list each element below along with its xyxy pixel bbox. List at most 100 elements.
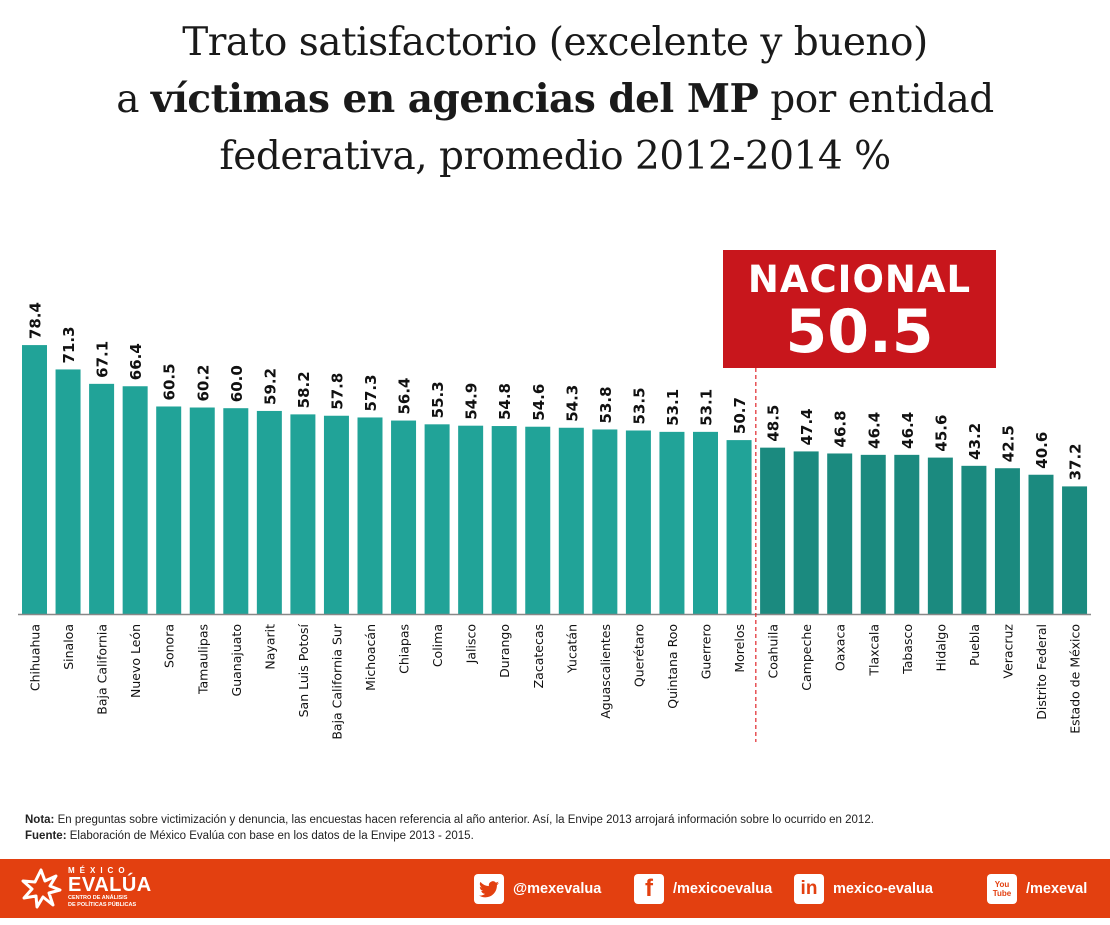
bar-chart: 78.4 Chihuahua 71.3 Sinaloa 67.1 Baja Califor… [18,302,1091,742]
nacional-value: 50.5 [785,297,934,367]
category-label: Zacatecas [531,624,546,688]
title-line-2: a víctimas en agencias del MP por entida… [0,71,1110,128]
bar-tabasco [894,454,920,614]
value-label: 53.1 [664,389,682,426]
title-line-3: federativa, promedio 2012-2014 % [219,134,891,179]
linkedin-icon: in [794,874,824,904]
value-label: 71.3 [60,326,78,363]
value-label: 54.8 [496,383,514,420]
category-label: Nuevo León [128,624,143,698]
value-label: 46.4 [865,412,883,449]
value-label: 54.3 [563,385,581,422]
linkedin-handle: mexico-evalua [833,881,933,897]
category-label: Quintana Roo [665,624,680,709]
facebook-handle: /mexicoevalua [673,881,773,897]
facebook-icon: f [634,874,664,904]
youtube-icon: You Tube [987,874,1017,904]
bar-chihuahua [22,345,47,614]
logo-top: MÉXICO [68,866,130,875]
bar-nuevo-león [122,386,148,614]
value-label: 42.5 [999,425,1017,462]
bar-colima [424,424,450,614]
value-label: 53.8 [597,386,615,423]
value-label: 47.4 [798,408,816,445]
category-label: Durango [497,624,512,678]
nacional-label: NACIONAL [747,258,972,301]
category-label: Puebla [967,624,982,666]
category-label: Chihuahua [28,624,43,691]
facebook-link[interactable]: f /mexicoevalua [634,874,772,904]
value-label: 54.6 [530,384,548,421]
value-label: 78.4 [27,302,45,339]
value-label: 45.6 [932,415,950,452]
bar-quintana-roo [659,431,685,614]
value-label: 56.4 [396,378,414,415]
fuente-label: Fuente: [25,830,67,842]
nota-line: Nota: En preguntas sobre victimización y… [25,812,874,828]
value-label: 37.2 [1067,443,1085,480]
bar-estado-de-méxico [1062,486,1088,614]
title-line-2-pre: a [116,77,151,122]
bar-sonora [156,406,182,614]
nota-label: Nota: [25,814,55,826]
category-label: Distrito Federal [1034,624,1049,720]
twitter-link[interactable]: @mexevalua [474,874,601,904]
category-label: Estado de México [1068,624,1083,734]
category-label: Aguascalientes [598,624,613,719]
value-label: 43.2 [966,423,984,460]
bar-baja-california-sur [323,415,349,614]
value-label: 48.5 [765,405,783,442]
logo-sub-1: CENTRO DE ANÁLISIS [68,895,128,901]
fuente-text: Elaboración de México Evalúa con base en… [66,830,474,842]
value-label: 60.5 [161,363,179,400]
bar-oaxaca [827,453,853,614]
category-label: Sinaloa [61,624,76,670]
star-logo-icon [21,868,62,909]
bar-tlaxcala [860,454,886,614]
logo-main: EVALÚA [68,874,152,896]
bar-veracruz [994,468,1020,614]
value-label: 54.9 [463,383,481,420]
title-line-1: Trato satisfactorio (excelente y bueno) [182,20,928,65]
bar-san-luis-potosí [290,414,316,614]
twitter-handle: @mexevalua [513,881,602,897]
youtube-handle: /mexeval [1026,881,1088,897]
category-label: Guerrero [699,624,714,679]
category-label: Nayarit [262,624,277,670]
bar-durango [491,426,517,614]
category-label: Jalisco [464,624,479,664]
category-label: Baja California Sur [329,623,344,740]
category-label: Michoacán [363,624,378,691]
category-label: Colima [430,624,445,667]
value-label: 53.5 [630,387,648,424]
category-label: Yucatán [564,624,579,674]
logo-sub-2: DE POLÍTICAS PÚBLICAS [68,902,137,908]
value-label: 58.2 [295,371,313,408]
youtube-link[interactable]: You Tube /mexeval [987,874,1087,904]
value-label: 66.4 [127,343,145,380]
category-label: Guanajuato [229,624,244,696]
bar-sinaloa [55,369,81,614]
category-label: Tamaulipas [195,624,210,695]
title-line-2-post: por entidad [758,77,994,122]
bar-chiapas [391,420,417,614]
category-label: Baja California [95,624,110,715]
bar-michoacán [357,417,383,614]
bar-nayarit [256,410,282,614]
category-label: San Luis Potosí [296,623,311,717]
category-label: Tabasco [900,624,915,675]
bar-aguascalientes [592,429,618,614]
linkedin-link[interactable]: in mexico-evalua [794,874,933,904]
bar-guanajuato [223,408,249,614]
value-label: 67.1 [94,341,112,378]
category-label: Morelos [732,624,747,673]
notes: Nota: En preguntas sobre victimización y… [25,812,874,844]
bar-jalisco [458,425,484,614]
bar-morelos [726,440,752,614]
value-label: 53.1 [698,389,716,426]
value-label: 40.6 [1033,432,1051,469]
fuente-line: Fuente: Elaboración de México Evalúa con… [25,828,874,844]
mexico-evalua-logo[interactable]: MÉXICO EVALÚA CENTRO DE ANÁLISIS DE POLÍ… [20,865,152,911]
category-label: Oaxaca [833,624,848,671]
footer: MÉXICO EVALÚA CENTRO DE ANÁLISIS DE POLÍ… [0,859,1110,918]
